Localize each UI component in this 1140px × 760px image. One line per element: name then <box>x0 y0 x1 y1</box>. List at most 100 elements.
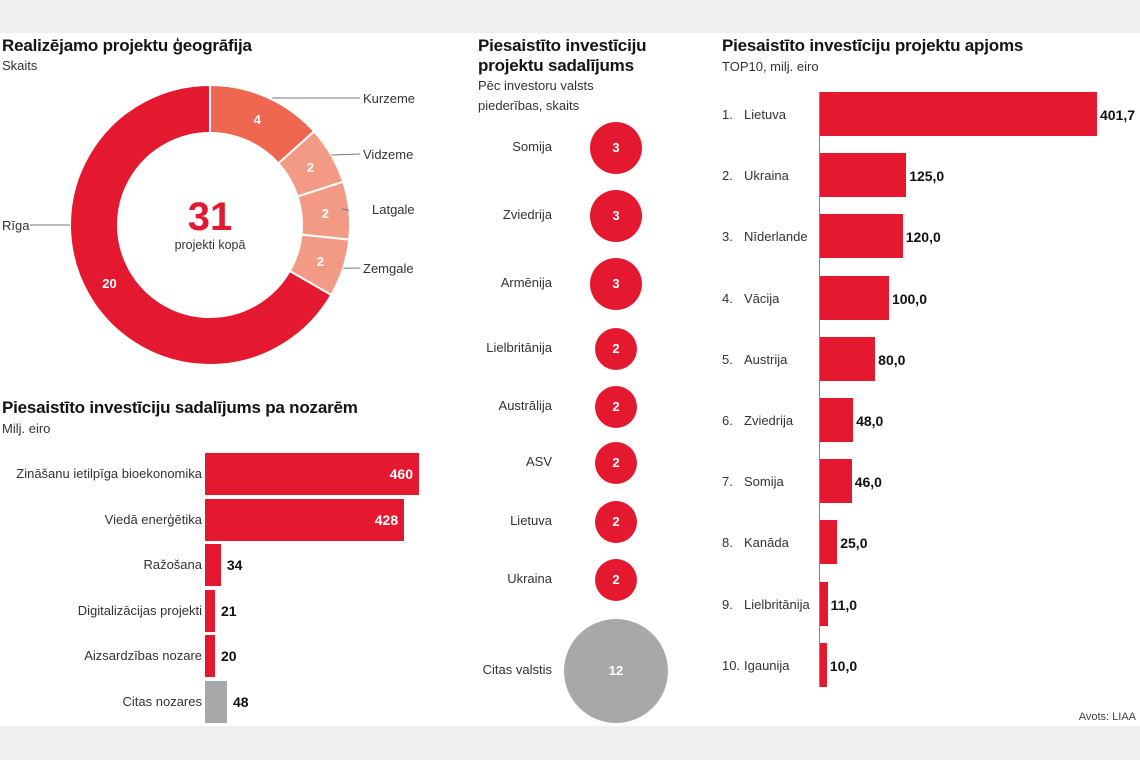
sector-value: 34 <box>226 557 243 573</box>
sector-bar <box>205 635 215 677</box>
sector-bar <box>205 544 221 586</box>
leader-line <box>331 153 361 156</box>
donut-value-label: 20 <box>102 276 116 291</box>
volume-value: 11,0 <box>830 596 858 613</box>
volume-value: 401,7 <box>1100 107 1136 123</box>
countries-title-line2: projektu sadalījums <box>478 56 634 75</box>
volume-rank: 7. <box>722 474 733 490</box>
volume-label: Lietuva <box>744 107 786 122</box>
country-label: Austrālija <box>498 398 552 413</box>
sector-label: Aizsardzības nozare <box>84 648 202 663</box>
volume-title: Piesaistīto investīciju projektu apjoms <box>722 36 1024 55</box>
geography-title: Realizējamo projektu ģeogrāfija <box>2 36 252 55</box>
volume-bar <box>820 581 828 626</box>
donut-center-value: 31 <box>188 195 233 239</box>
country-bubble: 3 <box>590 122 642 174</box>
volume-rank: 10. <box>722 657 741 673</box>
volume-rank: 4. <box>722 290 733 306</box>
volume-bar <box>820 214 903 259</box>
volume-rank: 3. <box>722 229 733 245</box>
country-label: Zviedrija <box>502 207 552 222</box>
volume-value: 80,0 <box>878 351 906 368</box>
volume-label: Vācija <box>744 290 780 306</box>
volume-value: 125,0 <box>909 168 945 185</box>
sector-bar <box>205 680 227 723</box>
volume-rank: 5. <box>722 351 733 367</box>
geography-donut-chart: 4 Kurzeme 2 Vidzeme 2 Latgale 2 Zemgale 20 Rīga 31… <box>2 83 415 366</box>
volume-bar <box>820 336 876 381</box>
volume-label: Kanāda <box>744 535 789 551</box>
volume-bar <box>820 153 907 198</box>
volume-label: Somija <box>744 474 784 490</box>
sectors-title: Piesaistīto investīciju sadalījums pa no… <box>2 398 358 417</box>
sector-label: Viedā enerģētika <box>104 511 202 527</box>
country-bubble: 2 <box>594 385 638 429</box>
sector-label: Citas nozares <box>122 693 202 709</box>
donut-value-label: 2 <box>307 160 314 175</box>
sector-bar <box>205 589 215 632</box>
sector-label: Zināšanu ietilpīga bioekonomika <box>16 466 202 481</box>
volume-value: 10,0 <box>829 657 858 674</box>
sector-value: 460 <box>389 466 413 482</box>
volume-label: Nīderlande <box>744 229 808 245</box>
volume-rank: 9. <box>722 596 733 612</box>
volume-bar <box>820 398 854 442</box>
volume-bar <box>820 520 838 565</box>
donut-category-label: Zemgale <box>363 261 414 276</box>
volume-rank: 2. <box>722 168 733 184</box>
country-label: ASV <box>525 454 552 469</box>
country-bubble: 2 <box>594 500 638 544</box>
donut-center-label: projekti kopā <box>175 238 246 252</box>
country-label: Armēnija <box>500 275 552 290</box>
volume-bar <box>820 275 889 320</box>
donut-category-label: Latgale <box>372 202 415 217</box>
country-label: Lietuva <box>510 513 552 528</box>
volume-label: Austrija <box>744 351 788 367</box>
volume-bar <box>820 92 1097 136</box>
sector-value: 428 <box>374 511 399 528</box>
geography-subtitle: Skaits <box>2 58 38 73</box>
sectors-subtitle: Milj. eiro <box>2 421 51 436</box>
sector-label: Digitalizācijas projekti <box>77 602 202 618</box>
country-label: Ukraina <box>507 571 552 586</box>
countries-title-line1: Piesaistīto investīciju <box>478 36 647 55</box>
leader-line <box>341 208 350 211</box>
sector-label: Ražošana <box>143 557 202 572</box>
volume-value: 25,0 <box>840 535 868 552</box>
country-bubble: 3 <box>590 258 642 310</box>
donut-value-label: 4 <box>254 112 262 127</box>
sector-bar <box>205 498 405 541</box>
volume-axis <box>819 92 820 687</box>
volume-value: 120,0 <box>905 229 941 246</box>
volume-bar <box>820 642 827 687</box>
source-note: Avots: LIAA <box>1078 711 1136 723</box>
donut-value-label: 2 <box>317 254 324 269</box>
volume-label: Igaunija <box>744 657 790 673</box>
countries-subtitle: Pēc investoru valsts piederības, skaits <box>478 78 594 113</box>
country-label: Somija <box>512 139 552 154</box>
volume-rank: 8. <box>722 535 733 551</box>
volume-bar <box>820 459 852 504</box>
donut-category-label: Vidzeme <box>363 147 413 162</box>
volume-rank: 1. <box>722 107 733 122</box>
country-label: Citas valstis <box>482 662 552 677</box>
donut-category-label: Kurzeme <box>363 91 415 106</box>
volume-value: 48,0 <box>856 413 884 429</box>
volume-value: 100,0 <box>891 290 927 307</box>
country-label: Lielbritānija <box>486 340 552 355</box>
volume-subtitle: TOP10, milj. eiro <box>722 59 819 74</box>
sector-value: 20 <box>221 648 237 664</box>
volume-label: Zviedrija <box>744 413 794 428</box>
country-bubble: 2 <box>594 441 638 485</box>
volume-value: 46,0 <box>854 474 882 491</box>
country-bubble: 3 <box>590 190 642 242</box>
volume-rank: 6. <box>722 413 733 428</box>
sector-bar <box>205 453 419 495</box>
sector-value: 21 <box>221 602 237 619</box>
country-bubble: 12 <box>564 619 668 723</box>
sector-value: 48 <box>233 693 249 710</box>
volume-label: Lielbritānija <box>744 596 810 612</box>
donut-value-label: 2 <box>322 206 329 221</box>
volume-label: Ukraina <box>744 168 789 184</box>
infographic-canvas <box>0 33 1140 726</box>
